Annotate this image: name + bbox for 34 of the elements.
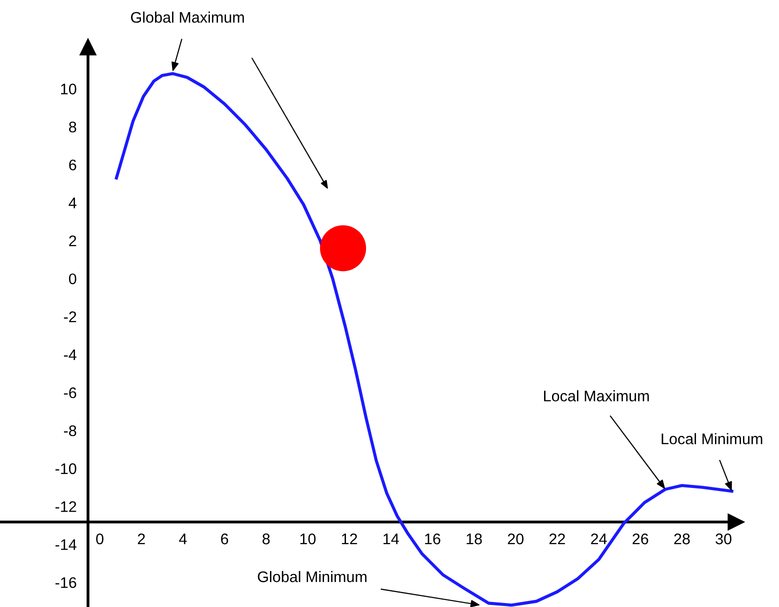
y-tick-label: 8 xyxy=(69,122,76,132)
annotation: Global Maximum xyxy=(131,12,244,23)
x-tick-label: 2 xyxy=(138,534,145,544)
y-tick-label: -8 xyxy=(64,425,76,436)
y-tick-label: -10 xyxy=(55,463,76,474)
x-tick-label: 4 xyxy=(179,534,187,544)
y-tick-label: -4 xyxy=(64,350,76,360)
annotation: Local Minimum xyxy=(662,433,762,444)
x-tick-label: 0 xyxy=(96,534,104,544)
x-tick-label: 26 xyxy=(632,534,648,544)
x-tick-label: 16 xyxy=(425,534,440,544)
x-tick-label: 22 xyxy=(549,534,565,544)
y-tick-label: -6 xyxy=(64,387,76,398)
x-tick-label: 28 xyxy=(674,534,690,544)
x-tick-label: 6 xyxy=(221,534,228,544)
y-tick-label: -2 xyxy=(64,311,76,322)
x-tick-label: 18 xyxy=(466,534,482,544)
y-tick-label: 2 xyxy=(69,235,76,246)
x-tick-label: 20 xyxy=(508,534,524,544)
x-tick-label: 30 xyxy=(716,534,732,544)
x-tick-label: 8 xyxy=(262,534,270,544)
y-tick-label: 6 xyxy=(69,160,76,170)
annotation: Global Minimum xyxy=(258,570,366,582)
y-tick-label: 0 xyxy=(68,273,76,284)
y-tick-label: -12 xyxy=(55,501,76,512)
x-tick-label: 14 xyxy=(384,534,399,544)
x-tick-label: 10 xyxy=(300,534,316,544)
y-tick-label: 10 xyxy=(61,84,76,94)
x-tick-label: 24 xyxy=(591,534,607,544)
y-tick-label: -16 xyxy=(55,577,76,588)
x-tick-label: 12 xyxy=(342,534,358,544)
annotation: Local Maximum xyxy=(544,390,649,402)
y-tick-label: 4 xyxy=(68,198,76,208)
y-tick-label: -14 xyxy=(55,539,76,550)
